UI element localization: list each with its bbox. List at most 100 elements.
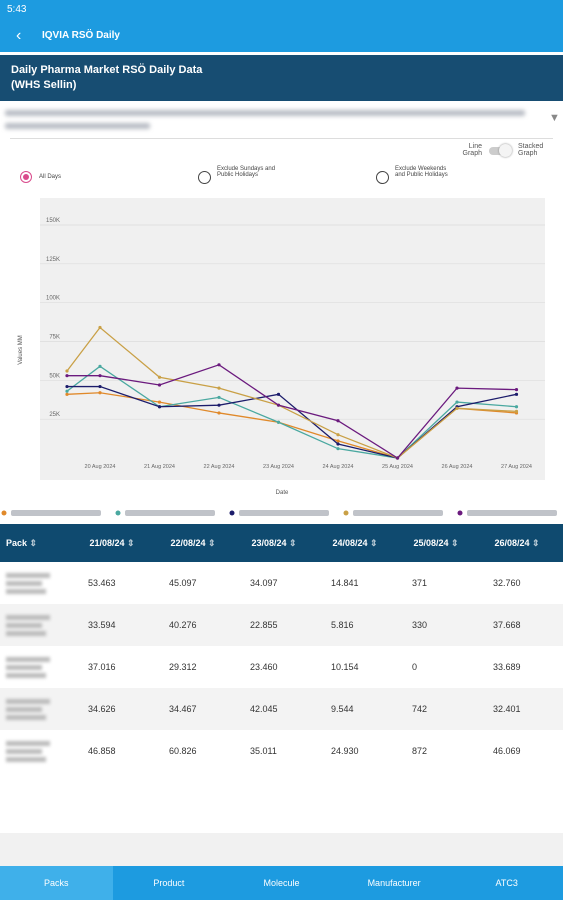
data-point bbox=[65, 374, 69, 378]
radio-label: Exclude Sundays and Public Holidays bbox=[217, 166, 276, 178]
nav-tab[interactable]: Molecule bbox=[263, 878, 300, 888]
x-tick-label: 22 Aug 2024 bbox=[204, 464, 235, 470]
x-tick-label: 21 Aug 2024 bbox=[144, 464, 175, 470]
data-point bbox=[336, 442, 340, 446]
y-tick-label: 150K bbox=[46, 218, 60, 224]
radio[interactable] bbox=[376, 171, 389, 184]
legend-swatch bbox=[343, 510, 349, 516]
table-cell: 34.626 bbox=[88, 704, 116, 714]
data-point bbox=[455, 386, 459, 390]
data-point bbox=[455, 406, 459, 410]
table-header-bg bbox=[0, 524, 563, 562]
y-tick-label: 125K bbox=[46, 257, 60, 263]
legend-swatch bbox=[115, 510, 121, 516]
radio-selected[interactable] bbox=[20, 171, 32, 183]
table-cell: 742 bbox=[412, 704, 428, 714]
table-cell: 330 bbox=[412, 620, 428, 630]
nav-tab[interactable]: Packs bbox=[0, 866, 113, 900]
data-point bbox=[98, 374, 102, 378]
table-cell-cut bbox=[558, 688, 563, 730]
data-point bbox=[98, 384, 102, 389]
data-point bbox=[98, 391, 102, 395]
table-cell: 60.826 bbox=[169, 746, 197, 756]
legend-swatch bbox=[229, 510, 235, 516]
column-header[interactable]: 21/08/24 ⇕ bbox=[89, 537, 135, 548]
data-point bbox=[217, 363, 221, 367]
bottom-nav: Packs Product Molecule Manufacturer ATC3 bbox=[0, 866, 563, 900]
filter-icon[interactable]: ▼ bbox=[549, 112, 560, 124]
radio[interactable] bbox=[198, 171, 211, 184]
table-cell: 22.855 bbox=[250, 620, 278, 630]
y-tick-label: 75K bbox=[49, 335, 60, 341]
table-cell: 37.016 bbox=[88, 662, 116, 672]
table-cell: 46.858 bbox=[88, 746, 116, 756]
column-header[interactable]: 26/08/24 ⇕ bbox=[494, 537, 540, 548]
table-cell: 10.154 bbox=[331, 662, 359, 672]
legend-swatch bbox=[457, 510, 463, 516]
data-point bbox=[276, 420, 281, 424]
table-cell: 23.460 bbox=[250, 662, 278, 672]
pack-name-blurred bbox=[0, 688, 72, 730]
table-cell: 32.760 bbox=[493, 578, 521, 588]
column-header[interactable]: Pack ⇕ bbox=[6, 537, 38, 548]
table-row: 37.016 29.312 23.460 10.154 0 33.689 bbox=[0, 646, 563, 688]
nav-tab[interactable]: ATC3 bbox=[495, 878, 518, 888]
table-cell-cut bbox=[558, 646, 563, 688]
header-subtitle: (WHS Sellin) bbox=[11, 79, 77, 91]
app-title: IQVIA RSÖ Daily bbox=[42, 30, 120, 41]
data-point bbox=[336, 447, 340, 451]
header bbox=[0, 55, 563, 101]
table-cell: 9.544 bbox=[331, 704, 354, 714]
nav-tab[interactable]: Product bbox=[153, 878, 185, 888]
column-header[interactable]: 22/08/24 ⇕ bbox=[170, 537, 216, 548]
table-cell: 32.401 bbox=[493, 704, 521, 714]
table-cell: 5.816 bbox=[331, 620, 354, 630]
data-point bbox=[217, 386, 221, 390]
data-point bbox=[65, 392, 69, 396]
chart: Values MM Date 25K 50K 75K 100K 125K 150K 20 A… bbox=[1, 198, 557, 516]
table-cell: 371 bbox=[412, 578, 428, 588]
plot-background bbox=[40, 198, 545, 480]
legend-label-blurred bbox=[239, 510, 329, 516]
data-point bbox=[217, 395, 221, 400]
column-header[interactable]: 23/08/24 ⇕ bbox=[251, 537, 297, 548]
data-point bbox=[514, 409, 519, 413]
radio-label: Exclude Weekends and Public Holidays bbox=[395, 166, 448, 178]
data-point bbox=[276, 392, 281, 396]
table-cell-cut bbox=[558, 730, 563, 772]
table-cell-cut bbox=[558, 604, 563, 646]
divider bbox=[10, 138, 553, 139]
header-title: Daily Pharma Market RSÖ Daily Data bbox=[11, 64, 203, 76]
header-row: Pack ⇕ 21/08/24 ⇕ 22/08/24 ⇕ 23/08/24 ⇕ 24/0… bbox=[0, 524, 563, 562]
data-point bbox=[395, 456, 400, 460]
legend-label-blurred bbox=[353, 510, 443, 516]
nav-tab[interactable]: Manufacturer bbox=[367, 878, 421, 888]
toggle-knob[interactable] bbox=[499, 144, 512, 157]
filter-text bbox=[5, 123, 150, 129]
back-button[interactable]: ‹ bbox=[16, 27, 22, 44]
column-header-cut[interactable] bbox=[558, 524, 563, 562]
y-axis-title: Values MM bbox=[18, 335, 24, 365]
table-row: 34.626 34.467 42.045 9.544 742 32.401 bbox=[0, 688, 563, 730]
table-row: 33.594 40.276 22.855 5.816 330 37.668 bbox=[0, 604, 563, 646]
legend-label-blurred bbox=[125, 510, 215, 516]
data-point bbox=[217, 403, 221, 407]
table: Pack ⇕ 21/08/24 ⇕ 22/08/24 ⇕ 23/08/24 ⇕ 24/0… bbox=[0, 524, 563, 772]
data-point bbox=[217, 411, 221, 415]
x-tick-label: 23 Aug 2024 bbox=[263, 464, 294, 470]
data-point bbox=[336, 419, 340, 423]
status-time: 5:43 bbox=[7, 4, 27, 15]
legend-label-blurred bbox=[467, 510, 557, 516]
y-tick-label: 100K bbox=[46, 296, 60, 302]
x-tick-label: 24 Aug 2024 bbox=[323, 464, 354, 470]
pack-name-blurred bbox=[0, 604, 72, 646]
column-header[interactable]: 24/08/24 ⇕ bbox=[332, 537, 378, 548]
toggle-label: Stacked Graph bbox=[518, 143, 544, 157]
table-cell: 40.276 bbox=[169, 620, 197, 630]
toggle-label: Line Graph bbox=[462, 143, 482, 157]
table-cell: 34.097 bbox=[250, 578, 278, 588]
table-row: 53.463 45.097 34.097 14.841 371 32.760 bbox=[0, 562, 563, 604]
table-cell-cut bbox=[558, 562, 563, 604]
column-header[interactable]: 25/08/24 ⇕ bbox=[413, 537, 459, 548]
